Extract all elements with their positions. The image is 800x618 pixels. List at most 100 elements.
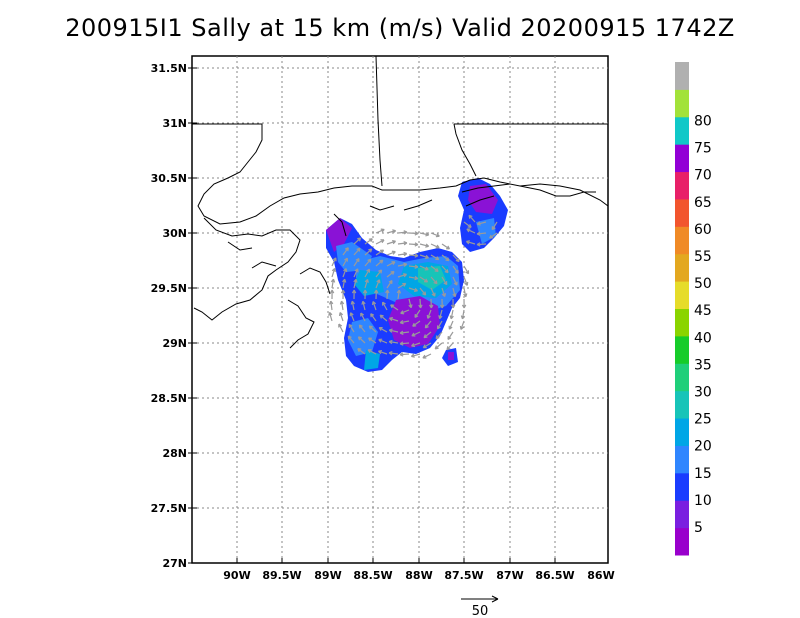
wind-vector-arrow — [408, 298, 413, 309]
wind-vector-arrow — [452, 265, 459, 274]
wind-vector-arrow — [378, 349, 388, 355]
colorbar-label: 70 — [694, 168, 712, 184]
wind-vector-arrow — [408, 275, 419, 281]
wind-vector-arrow — [476, 221, 487, 226]
wind-vector-arrow — [461, 298, 467, 309]
wind-vector-arrow — [351, 289, 357, 300]
wind-vector-arrow — [364, 278, 369, 289]
wind-vector-arrow — [348, 323, 355, 333]
wind-vector-arrow — [397, 273, 408, 278]
lat-tick-label: 28N — [162, 447, 187, 460]
colorbar-label: 75 — [694, 141, 712, 157]
colorbar-swatch — [675, 144, 689, 173]
reference-vector: 50 — [461, 595, 499, 618]
wind-vector-arrow — [371, 301, 377, 311]
wind-vector-arrow — [466, 228, 476, 234]
colorbar-label: 40 — [694, 330, 712, 346]
colorbar-swatch — [675, 62, 689, 90]
wind-vector-arrow — [430, 276, 438, 285]
lon-tick-label: 88.5W — [353, 569, 392, 582]
wind-vector-arrow — [452, 287, 457, 298]
wind-vector-arrow — [362, 289, 368, 300]
wind-vector-arrow — [338, 323, 344, 333]
wind-vector-arrow — [463, 276, 469, 286]
lat-tick-label: 30N — [162, 227, 187, 240]
colorbar-swatch — [675, 363, 689, 392]
wind-vector-arrow — [441, 254, 450, 262]
wind-vector-arrow — [430, 243, 440, 249]
wind-vector-arrow — [397, 262, 408, 267]
wind-vector-arrow — [424, 320, 432, 329]
wind-vector-arrow — [408, 264, 419, 269]
wind-vector-arrow — [361, 300, 366, 311]
wind-vector-arrow — [375, 228, 385, 234]
wind-vector-arrow — [397, 251, 408, 257]
wind-vector-arrow — [357, 336, 366, 344]
wind-vector-arrow — [360, 312, 366, 322]
colorbar-label: 60 — [694, 222, 712, 238]
wind-vector-arrow — [419, 287, 427, 296]
wind-vector-arrow — [385, 289, 390, 300]
lon-tick-label: 89W — [314, 569, 341, 582]
map-grid — [192, 56, 608, 563]
wind-vector-arrow — [399, 341, 410, 346]
wind-vector-arrow — [414, 309, 421, 319]
wind-vector-arrow — [340, 289, 346, 300]
wind-vector-arrow — [378, 338, 388, 344]
wind-vector-arrow — [419, 265, 429, 271]
wind-vector-arrow — [463, 287, 468, 298]
colorbar-swatch — [675, 500, 689, 529]
longitude-tick-labels: 90W 89.5W 89W 88.5W 88W 87.5W 87W 86.5W 86W — [223, 569, 614, 582]
wind-vector-arrow — [463, 265, 470, 275]
wind-vector-arrow — [330, 278, 336, 289]
latitude-tick-labels: 31.5N 31N 30.5N 30N 29.5N 29N 28.5N 28N 27.5N 27N — [151, 62, 192, 570]
wind-vector-arrow — [370, 313, 377, 322]
colorbar-swatch — [675, 226, 689, 255]
wind-vector-arrow — [450, 298, 456, 309]
wind-vector-arrow — [342, 247, 349, 256]
wind-vector-arrow — [331, 267, 336, 278]
wind-vector-arrow — [339, 300, 345, 311]
wind-vector-arrow — [399, 319, 410, 325]
frame-ticks — [192, 67, 556, 563]
colorbar-label: 20 — [694, 439, 712, 455]
colorbar-swatch — [675, 472, 689, 501]
wind-vector-arrow — [375, 259, 384, 267]
wind-vector-arrow — [389, 316, 399, 322]
wind-vector-arrow — [353, 268, 359, 278]
colorbar-label: 15 — [694, 466, 712, 482]
wind-vector-arrow — [434, 342, 443, 350]
wind-vector-arrow — [441, 265, 449, 274]
wind-vector-arrow — [388, 351, 399, 356]
colorbar-swatch — [675, 418, 689, 446]
wind-vector-arrow — [368, 337, 377, 344]
wind-vector-arrow — [491, 221, 498, 231]
wind-vector-arrow — [350, 300, 355, 311]
wind-vector-arrow — [441, 276, 448, 286]
lon-tick-label: 86W — [587, 569, 614, 582]
wind-vector-arrow — [386, 279, 393, 289]
lon-tick-label: 86.5W — [535, 569, 574, 582]
wind-vector-arrow — [419, 276, 429, 283]
wind-vector-arrow — [386, 250, 396, 256]
wind-vector-arrow — [430, 265, 439, 273]
wind-vector-arrow — [349, 312, 355, 322]
wind-vector-arrow — [439, 298, 445, 309]
wind-vector-arrow — [386, 261, 396, 267]
wind-vector-arrow — [375, 269, 383, 278]
wind-vector-arrow — [378, 326, 388, 333]
colorbar-swatch — [675, 89, 689, 118]
wind-vector-arrow — [463, 221, 472, 229]
wind-vector-arrow — [375, 239, 385, 245]
colorbar-swatch — [675, 198, 689, 227]
wind-vector-arrow — [452, 254, 460, 263]
map-title: 200915I1 Sally at 15 km (m/s) Valid 2020… — [65, 14, 735, 42]
wind-vector-arrow — [368, 325, 377, 333]
wind-vector-arrow — [441, 243, 451, 250]
wind-vector-arrow — [430, 287, 436, 297]
wind-vector-arrow — [331, 257, 337, 267]
wind-vector-arrow — [408, 287, 418, 293]
wind-vector-arrow — [390, 304, 399, 311]
wind-vector-arrow — [446, 342, 454, 351]
